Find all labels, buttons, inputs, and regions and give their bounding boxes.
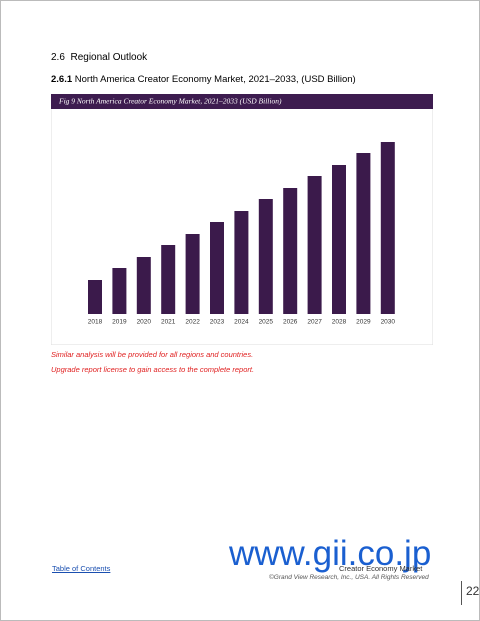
watermark: www.gii.co.jp (229, 534, 432, 573)
section-heading: 2.6 Regional Outlook (51, 52, 147, 63)
x-tick-label: 2021 (161, 319, 176, 326)
bar (258, 199, 273, 314)
x-tick-label: 2028 (332, 319, 347, 326)
note: Upgrade report license to gain access to… (51, 365, 255, 374)
bar (88, 280, 102, 314)
bar (307, 176, 322, 314)
page-number: 22 (466, 584, 480, 598)
x-tick-label: 2024 (234, 319, 249, 326)
bar (380, 142, 395, 314)
bar (234, 211, 249, 314)
x-tick-label: 2018 (88, 319, 103, 326)
bar (356, 153, 371, 314)
bar (332, 165, 346, 314)
bar (161, 245, 176, 314)
copyright: ©Grand View Research, Inc., USA. All Rig… (269, 574, 429, 581)
bar (112, 268, 127, 314)
x-tick-label: 2027 (307, 319, 322, 326)
bar (283, 188, 298, 314)
chart-title: Fig 9 North America Creator Economy Mark… (58, 97, 282, 106)
x-tick-label: 2029 (356, 319, 371, 326)
section-number: 2.6 (51, 52, 65, 63)
bar (136, 257, 151, 314)
note: Similar analysis will be provided for al… (51, 350, 254, 359)
section-title: Regional Outlook (70, 52, 148, 63)
x-tick-label: 2020 (137, 319, 152, 326)
subsection-title: North America Creator Economy Market, 20… (74, 74, 356, 85)
bar (185, 234, 200, 314)
toc-link[interactable]: Table of Contents (52, 564, 111, 573)
x-tick-label: 2023 (210, 319, 225, 326)
subsection-number: 2.6.1 (51, 74, 73, 85)
x-tick-label: 2030 (381, 319, 396, 326)
x-tick-label: 2022 (185, 319, 200, 326)
report-name: Creator Economy Market (339, 564, 423, 573)
subsection-heading: 2.6.1 North America Creator Economy Mark… (51, 74, 356, 85)
bar (210, 222, 224, 314)
chart: Fig 9 North America Creator Economy Mark… (51, 94, 433, 345)
page-divider (461, 581, 462, 605)
x-tick-label: 2019 (112, 319, 127, 326)
chart-header (51, 94, 433, 109)
x-tick-label: 2025 (259, 319, 274, 326)
x-tick-label: 2026 (283, 319, 298, 326)
